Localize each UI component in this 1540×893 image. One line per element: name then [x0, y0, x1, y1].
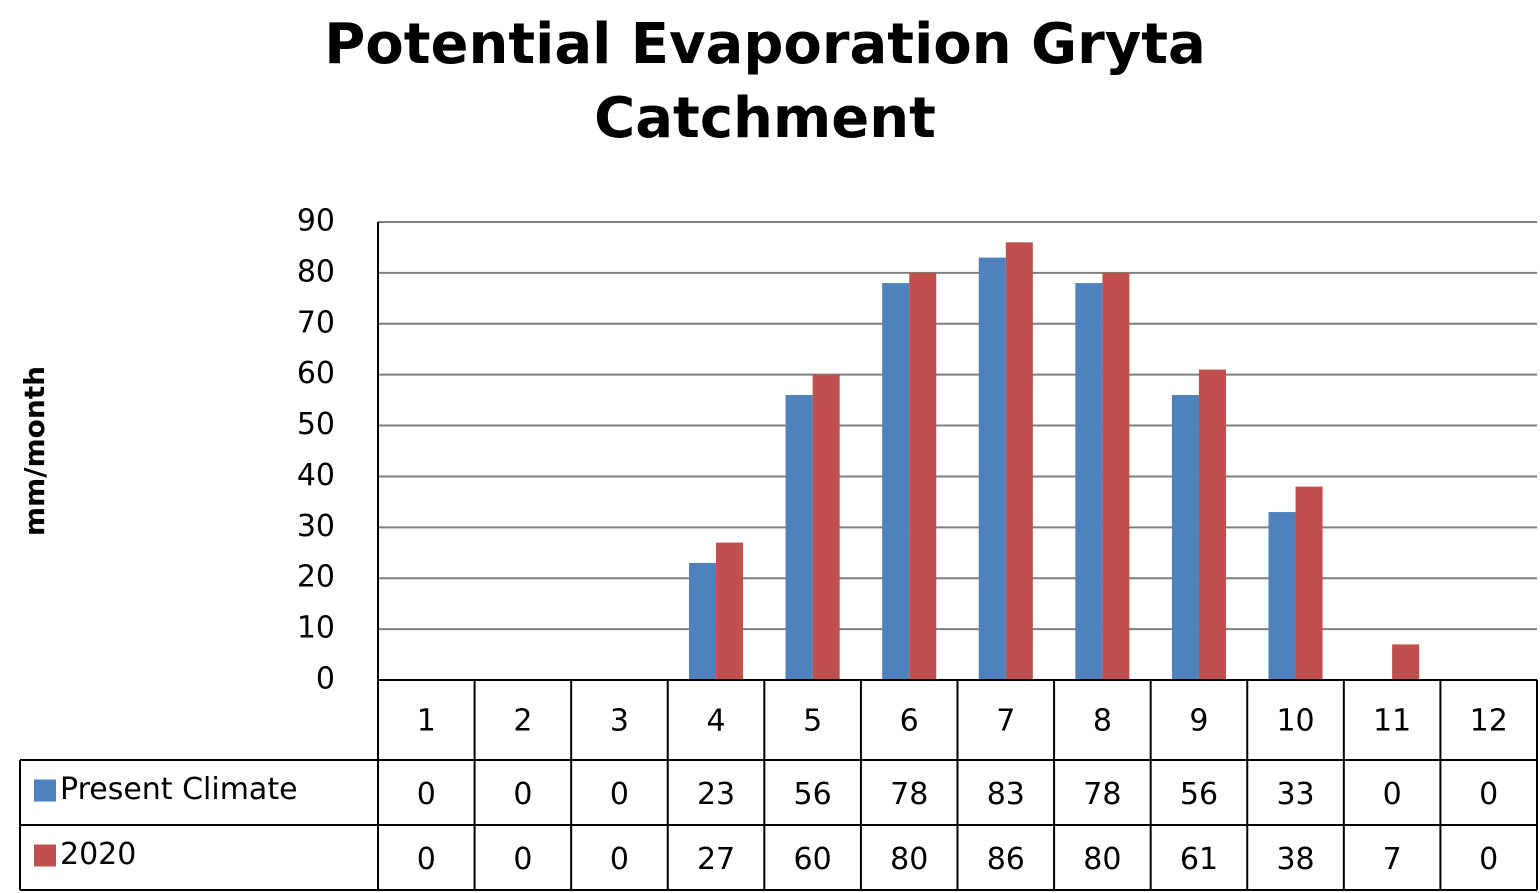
bar	[716, 542, 744, 680]
bar	[1198, 369, 1227, 680]
table-value: 78	[1083, 777, 1121, 812]
table-value: 0	[417, 777, 436, 812]
x-tick-label: 10	[1276, 704, 1314, 739]
table-value: 0	[513, 842, 532, 877]
table-value: 27	[697, 842, 735, 877]
table-value: 80	[1083, 842, 1121, 877]
x-tick-label: 5	[803, 704, 822, 739]
table-value: 0	[1479, 777, 1498, 812]
x-tick-label: 8	[1093, 704, 1112, 739]
legend-label: Present Climate	[60, 772, 298, 807]
y-tick-label: 90	[297, 204, 335, 239]
bar	[1268, 512, 1296, 680]
x-tick-label: 2	[513, 704, 532, 739]
table-value: 61	[1180, 842, 1218, 877]
table-value: 83	[987, 777, 1025, 812]
table-value: 0	[1479, 842, 1498, 877]
y-tick-label: 30	[297, 509, 335, 544]
table-value: 56	[1180, 777, 1218, 812]
table-value: 0	[417, 842, 436, 877]
x-tick-label: 6	[900, 704, 919, 739]
bar	[812, 374, 840, 680]
table-value: 7	[1383, 842, 1402, 877]
x-tick-label: 7	[996, 704, 1015, 739]
bar	[1171, 395, 1199, 680]
table-value: 23	[697, 777, 735, 812]
legend-label: 2020	[60, 837, 136, 872]
y-tick-label: 10	[297, 611, 335, 646]
table-value: 0	[1383, 777, 1402, 812]
y-tick-label: 50	[297, 407, 335, 442]
x-tick-label: 9	[1189, 704, 1208, 739]
y-tick-label: 20	[297, 560, 335, 595]
table-value: 56	[794, 777, 832, 812]
y-axis-label: mm/month	[18, 366, 51, 536]
table-value: 0	[610, 842, 629, 877]
x-tick-label: 11	[1373, 704, 1411, 739]
y-tick-label: 80	[297, 254, 335, 289]
x-tick-label: 1	[417, 704, 436, 739]
chart-title: Potential Evaporation Gryta Catchment	[324, 12, 1206, 151]
legend-swatch	[34, 844, 56, 867]
x-tick-label: 3	[610, 704, 629, 739]
bar	[785, 395, 813, 680]
table-value: 38	[1276, 842, 1314, 877]
bar	[1295, 486, 1323, 680]
x-tick-label: 4	[706, 704, 725, 739]
legend-swatch	[34, 779, 56, 802]
table-value: 78	[890, 777, 928, 812]
table-value: 60	[794, 842, 832, 877]
table-value: 80	[890, 842, 928, 877]
table-value: 0	[513, 777, 532, 812]
bar	[882, 283, 910, 680]
y-tick-label: 60	[297, 356, 335, 391]
bar	[1392, 644, 1420, 680]
table-value: 86	[987, 842, 1025, 877]
y-tick-label: 70	[297, 305, 335, 340]
x-tick-label: 12	[1470, 704, 1508, 739]
table-value: 0	[610, 777, 629, 812]
bar	[978, 257, 1006, 680]
y-tick-label: 0	[316, 662, 335, 697]
y-tick-label: 40	[297, 458, 335, 493]
bar	[1005, 242, 1033, 680]
bar	[1075, 283, 1103, 680]
bar	[1102, 272, 1130, 680]
table-value: 33	[1276, 777, 1314, 812]
bar	[909, 272, 937, 680]
bar	[688, 562, 717, 680]
